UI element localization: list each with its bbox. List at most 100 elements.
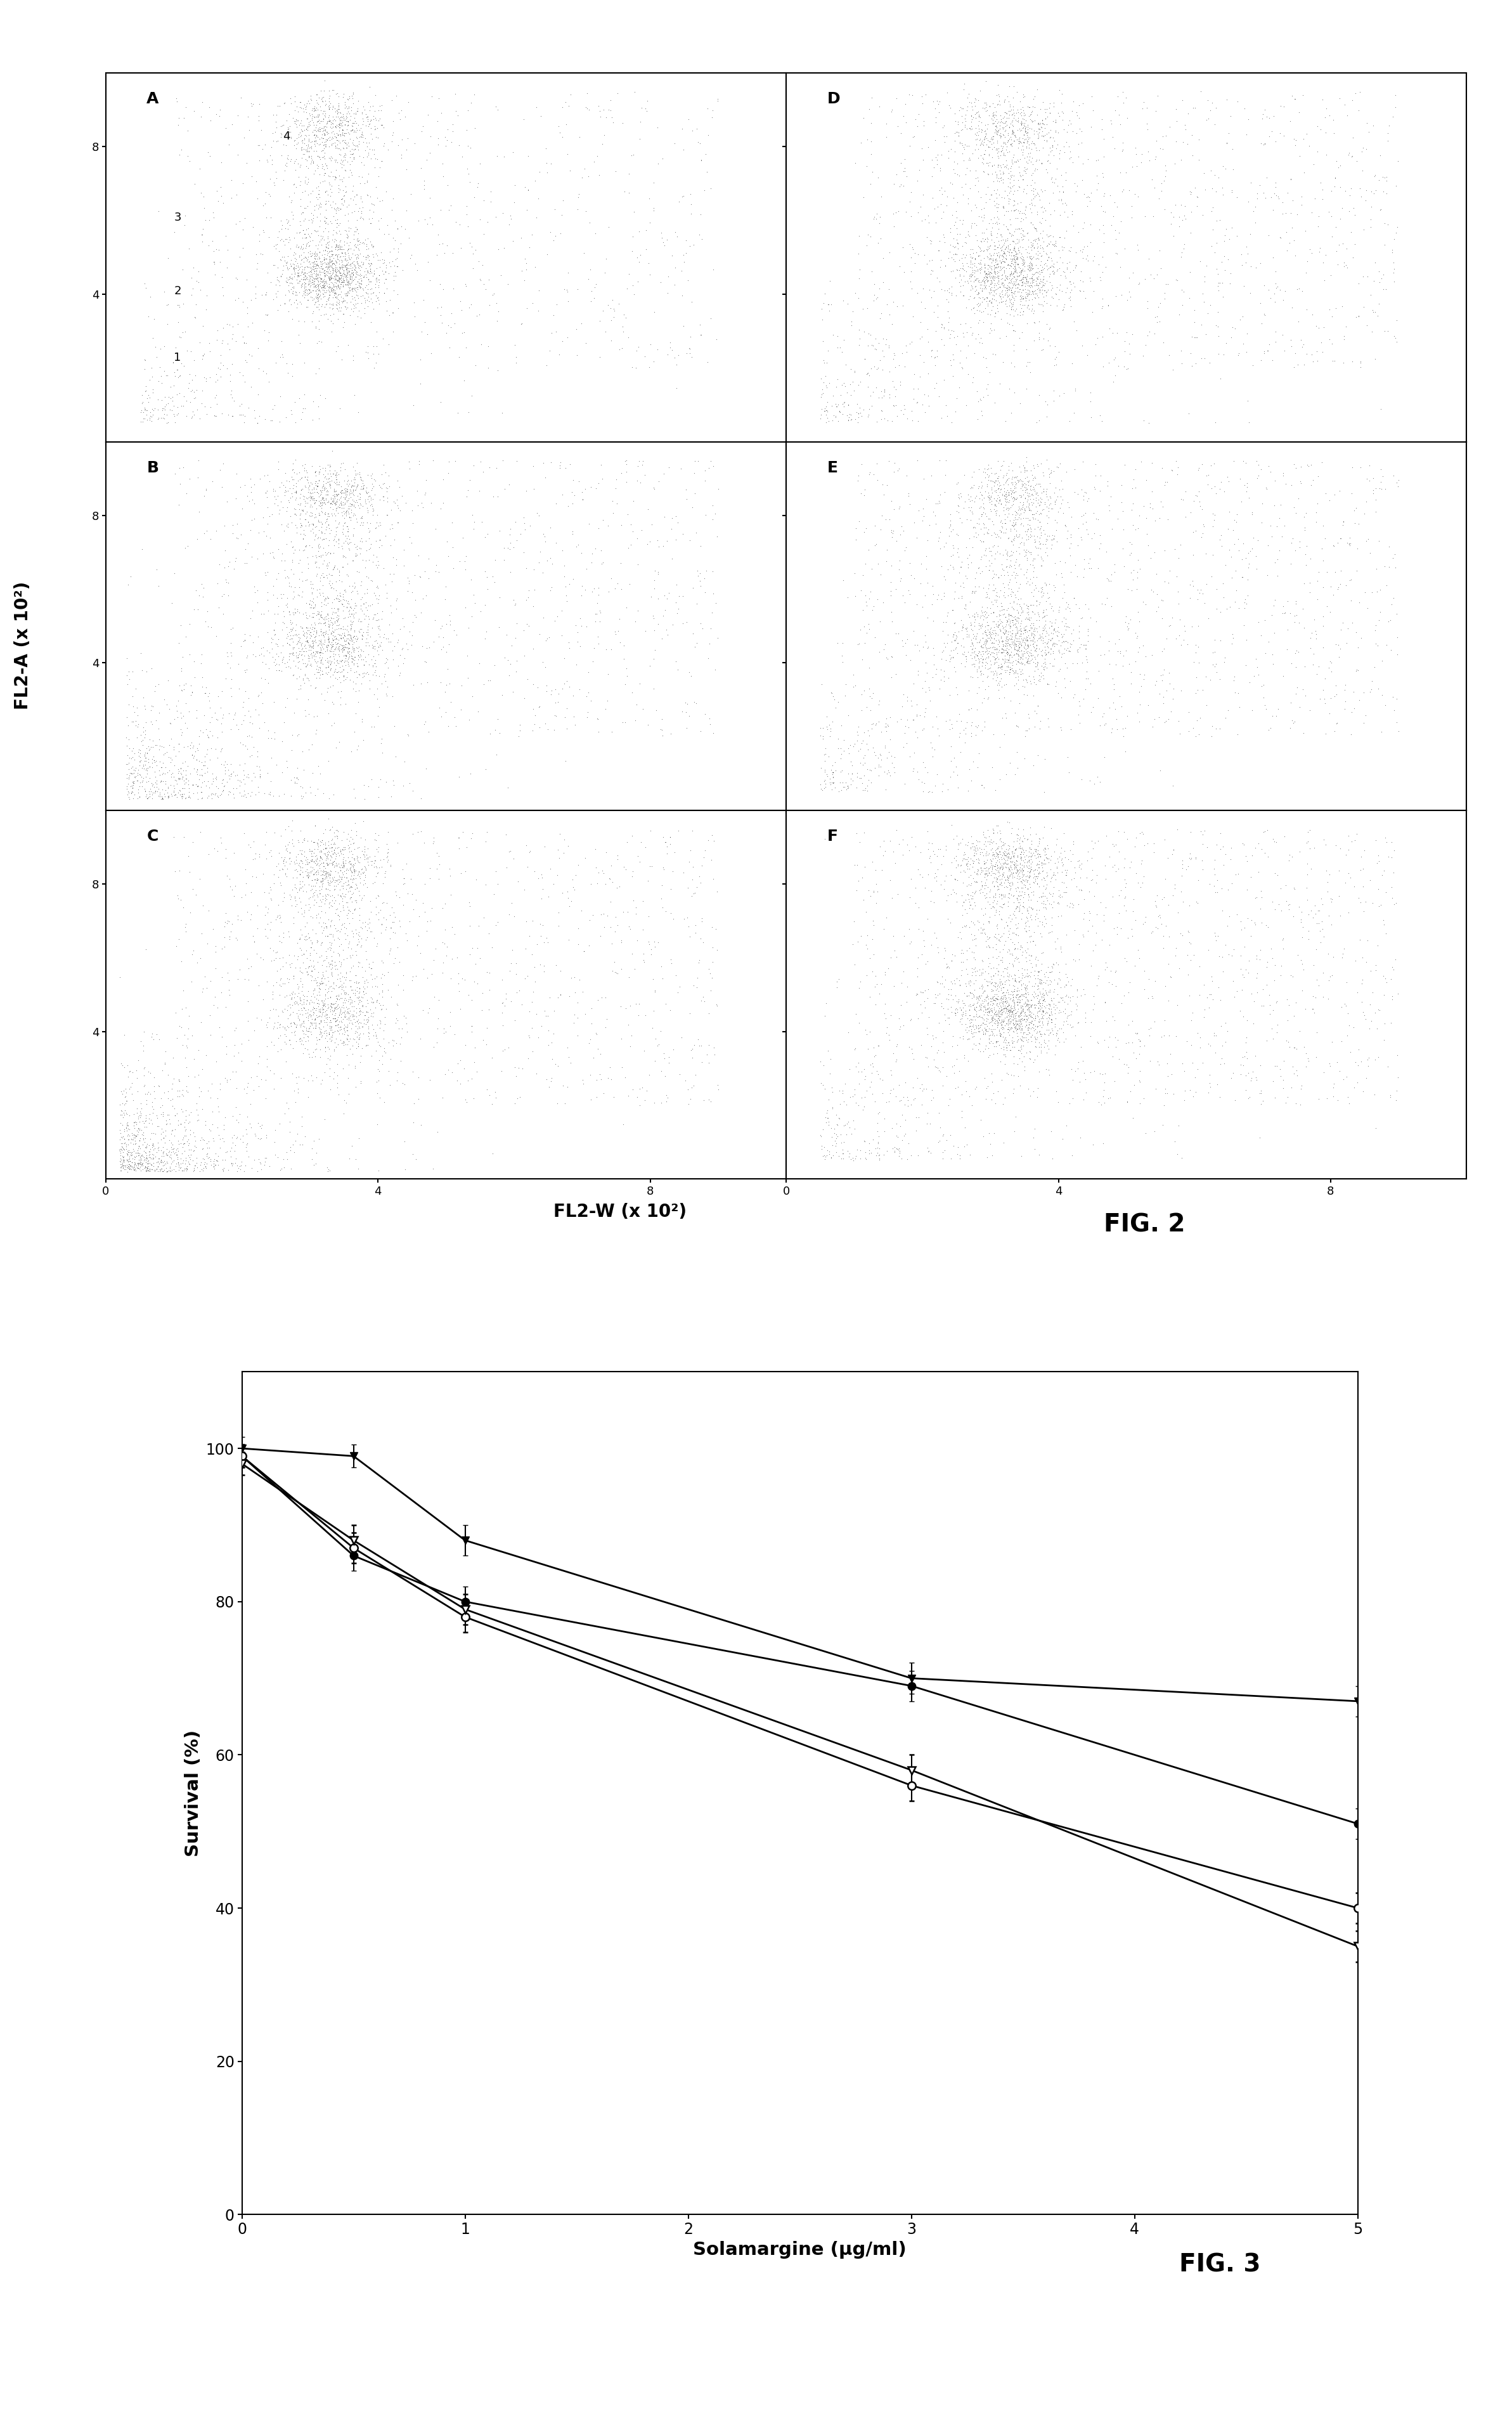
Point — [945, 881, 969, 920]
Point — [384, 545, 408, 584]
Point — [1028, 273, 1052, 312]
Point — [298, 1037, 322, 1076]
Point — [871, 821, 895, 860]
Point — [334, 864, 358, 903]
Point — [1293, 609, 1317, 648]
Point — [1009, 845, 1033, 884]
Point — [307, 623, 331, 662]
Point — [319, 614, 343, 653]
Point — [998, 548, 1022, 587]
Point — [627, 236, 652, 275]
Point — [254, 1140, 278, 1179]
Point — [990, 144, 1015, 183]
Point — [868, 735, 892, 774]
Point — [429, 631, 454, 670]
Point — [324, 862, 348, 901]
Point — [901, 297, 925, 336]
Point — [324, 241, 348, 280]
Point — [331, 472, 355, 511]
Point — [351, 463, 375, 502]
Point — [277, 840, 301, 879]
Point — [1010, 852, 1034, 891]
Point — [331, 592, 355, 631]
Point — [1040, 131, 1064, 170]
Point — [987, 991, 1012, 1030]
Point — [299, 302, 324, 341]
Point — [981, 655, 1005, 694]
Point — [361, 993, 386, 1032]
Point — [1294, 253, 1318, 292]
Point — [866, 158, 891, 197]
Point — [1204, 307, 1228, 346]
Point — [357, 129, 381, 168]
Point — [308, 633, 333, 672]
Point — [249, 129, 274, 168]
Point — [1202, 855, 1226, 894]
Point — [268, 1003, 292, 1042]
Point — [1078, 1003, 1102, 1042]
Point — [287, 236, 311, 275]
Point — [1093, 248, 1117, 287]
Point — [974, 623, 998, 662]
Point — [996, 974, 1021, 1013]
Point — [1232, 606, 1256, 645]
Point — [280, 300, 304, 338]
Point — [321, 684, 345, 723]
Point — [314, 263, 339, 302]
Point — [987, 933, 1012, 972]
Point — [1007, 628, 1031, 667]
Point — [129, 1140, 153, 1179]
Point — [313, 470, 337, 509]
Point — [298, 767, 322, 806]
Point — [321, 969, 345, 1008]
Point — [1143, 665, 1167, 704]
Point — [990, 916, 1015, 955]
Point — [968, 823, 992, 862]
Point — [186, 263, 210, 302]
Point — [305, 626, 330, 665]
Point — [962, 597, 986, 636]
Point — [475, 570, 499, 609]
Point — [135, 1149, 159, 1188]
Point — [694, 497, 718, 536]
Point — [274, 811, 298, 850]
Point — [349, 519, 373, 558]
Point — [284, 404, 308, 443]
Point — [216, 548, 240, 587]
Point — [1116, 611, 1140, 650]
Point — [290, 492, 314, 531]
Point — [364, 139, 389, 178]
Point — [916, 321, 940, 360]
Point — [1359, 572, 1383, 611]
Point — [269, 575, 293, 614]
Point — [1364, 170, 1388, 209]
Point — [1256, 838, 1281, 877]
Point — [999, 838, 1024, 877]
Point — [407, 896, 431, 935]
Point — [1013, 957, 1037, 996]
Point — [990, 550, 1015, 589]
Point — [307, 903, 331, 942]
Point — [912, 765, 936, 804]
Point — [1001, 161, 1025, 200]
Point — [1211, 845, 1235, 884]
Point — [1004, 609, 1028, 648]
Point — [995, 146, 1019, 185]
Point — [984, 1023, 1009, 1062]
Point — [292, 935, 316, 974]
Point — [310, 1062, 334, 1101]
Point — [942, 738, 966, 777]
Point — [310, 275, 334, 314]
Point — [1005, 1045, 1030, 1084]
Point — [289, 229, 313, 268]
Point — [1213, 638, 1237, 677]
Point — [351, 100, 375, 139]
Point — [289, 514, 313, 553]
Point — [974, 648, 998, 687]
Point — [328, 448, 352, 487]
Point — [360, 845, 384, 884]
Point — [996, 1008, 1021, 1047]
Point — [301, 477, 325, 516]
Point — [293, 886, 318, 925]
Point — [469, 200, 493, 239]
